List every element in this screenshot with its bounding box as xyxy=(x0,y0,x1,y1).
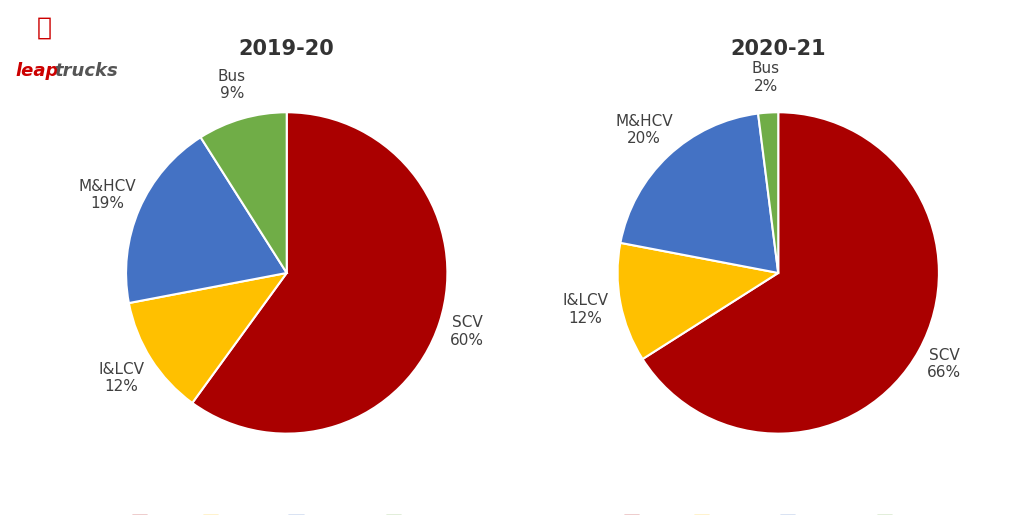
Wedge shape xyxy=(758,112,778,273)
Text: I&LCV
12%: I&LCV 12% xyxy=(98,362,144,394)
Title: 2020-21: 2020-21 xyxy=(730,40,826,59)
Text: trucks: trucks xyxy=(54,62,118,80)
Text: M&HCV
20%: M&HCV 20% xyxy=(615,114,673,146)
Wedge shape xyxy=(126,138,287,303)
Text: SCV
60%: SCV 60% xyxy=(450,315,484,348)
Legend: SCV, I&LCV, M&HCV, Bus: SCV, I&LCV, M&HCV, Bus xyxy=(128,510,445,515)
Wedge shape xyxy=(201,112,287,273)
Wedge shape xyxy=(193,112,447,434)
Wedge shape xyxy=(643,112,939,434)
Text: leap: leap xyxy=(15,62,58,80)
Wedge shape xyxy=(129,273,287,403)
Text: 🐂: 🐂 xyxy=(37,15,51,40)
Wedge shape xyxy=(621,113,778,273)
Text: Bus
2%: Bus 2% xyxy=(752,61,780,94)
Title: 2019-20: 2019-20 xyxy=(239,40,335,59)
Text: I&LCV
12%: I&LCV 12% xyxy=(562,294,608,326)
Wedge shape xyxy=(617,243,778,359)
Text: Bus
9%: Bus 9% xyxy=(218,68,246,101)
Text: SCV
66%: SCV 66% xyxy=(928,348,962,381)
Legend: SCV, I&LCV, M&HCV, Bus: SCV, I&LCV, M&HCV, Bus xyxy=(620,510,937,515)
Text: M&HCV
19%: M&HCV 19% xyxy=(78,179,135,211)
